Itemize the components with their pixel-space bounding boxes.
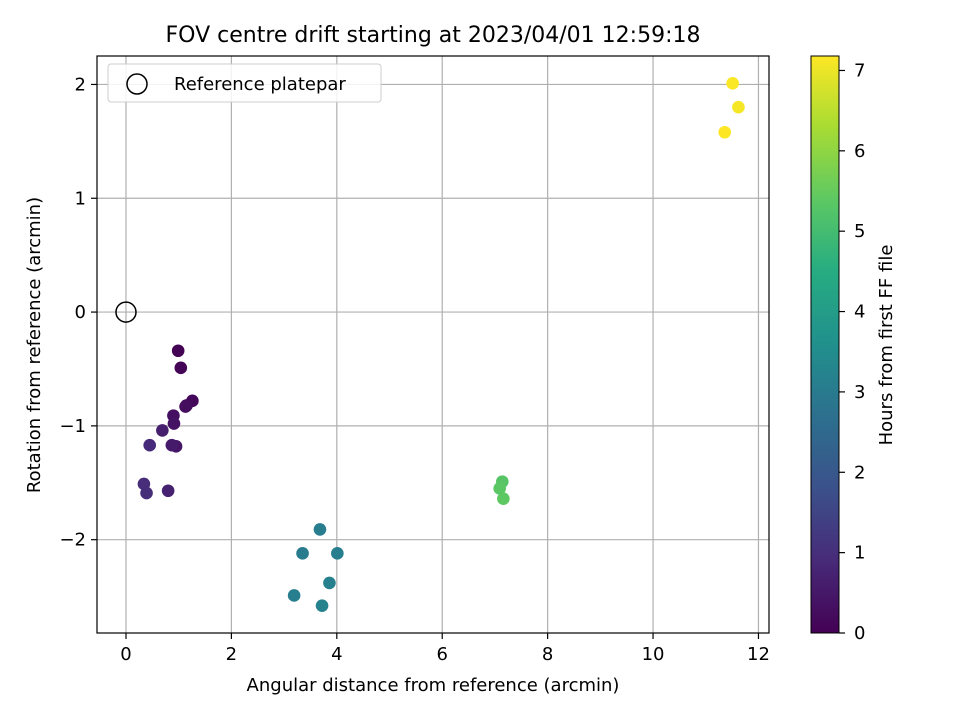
colorbar-tick-label: 2 <box>854 462 865 483</box>
chart-title: FOV centre drift starting at 2023/04/01 … <box>166 23 701 48</box>
data-point <box>718 125 732 139</box>
colorbar-tick-label: 6 <box>854 141 865 162</box>
colorbar-gradient <box>810 55 840 634</box>
colorbar-tick-label: 1 <box>854 543 865 564</box>
legend-entry-reference-platepar: Reference platepar <box>174 74 346 95</box>
data-point <box>726 77 739 90</box>
x-tick-label: 10 <box>642 644 665 665</box>
data-point <box>323 576 336 590</box>
x-tick-label: 12 <box>747 644 770 665</box>
x-tick-label: 8 <box>542 644 553 665</box>
legend-box <box>107 63 382 103</box>
data-point <box>296 547 309 560</box>
y-tick-label: 0 <box>75 302 86 323</box>
data-point <box>315 599 329 612</box>
colorbar-label: Hours from first FF file <box>876 245 897 446</box>
y-tick-label: −2 <box>59 530 86 551</box>
data-point <box>174 361 188 375</box>
y-tick-label: 2 <box>75 74 86 95</box>
data-point <box>497 492 510 506</box>
data-point <box>167 417 181 430</box>
legend-reference-marker <box>126 73 148 95</box>
reference-platepar-marker <box>115 301 137 323</box>
y-axis-ticks: −2 −1 0 1 2 <box>59 74 97 551</box>
x-tick-label: 4 <box>331 644 342 665</box>
data-points <box>115 77 745 612</box>
colorbar-tick-label: 4 <box>854 302 865 323</box>
x-axis-ticks: 0 2 4 6 8 10 12 <box>120 633 770 665</box>
data-point <box>179 400 192 413</box>
colorbar-ticks: 0 1 2 3 4 5 6 7 <box>839 60 865 644</box>
colorbar-tick-label: 0 <box>854 623 865 644</box>
x-axis-label: Angular distance from reference (arcmin) <box>247 675 620 696</box>
colorbar-tick-label: 3 <box>854 382 865 403</box>
data-point <box>143 438 157 452</box>
y-axis-label: Rotation from reference (arcmin) <box>24 197 45 493</box>
y-tick-label: 1 <box>75 188 86 209</box>
grid-lines <box>97 56 769 633</box>
colorbar: 0 1 2 3 4 5 6 7 Hours from first FF file <box>810 55 897 644</box>
plot-frame <box>96 55 770 634</box>
colorbar-tick-label: 5 <box>854 221 865 242</box>
data-point <box>493 482 506 495</box>
data-point <box>161 484 175 498</box>
legend: Reference platepar <box>107 63 382 103</box>
x-tick-label: 0 <box>120 644 131 665</box>
x-tick-label: 2 <box>226 644 237 665</box>
data-point <box>331 547 344 560</box>
data-point <box>156 424 169 437</box>
colorbar-tick-label: 7 <box>854 60 865 81</box>
data-point <box>287 589 301 602</box>
y-tick-label: −1 <box>59 416 86 437</box>
data-point <box>171 344 185 358</box>
data-point <box>313 523 327 536</box>
data-point <box>732 100 745 114</box>
data-point <box>140 486 153 500</box>
data-point <box>165 438 179 452</box>
x-tick-label: 6 <box>436 644 447 665</box>
